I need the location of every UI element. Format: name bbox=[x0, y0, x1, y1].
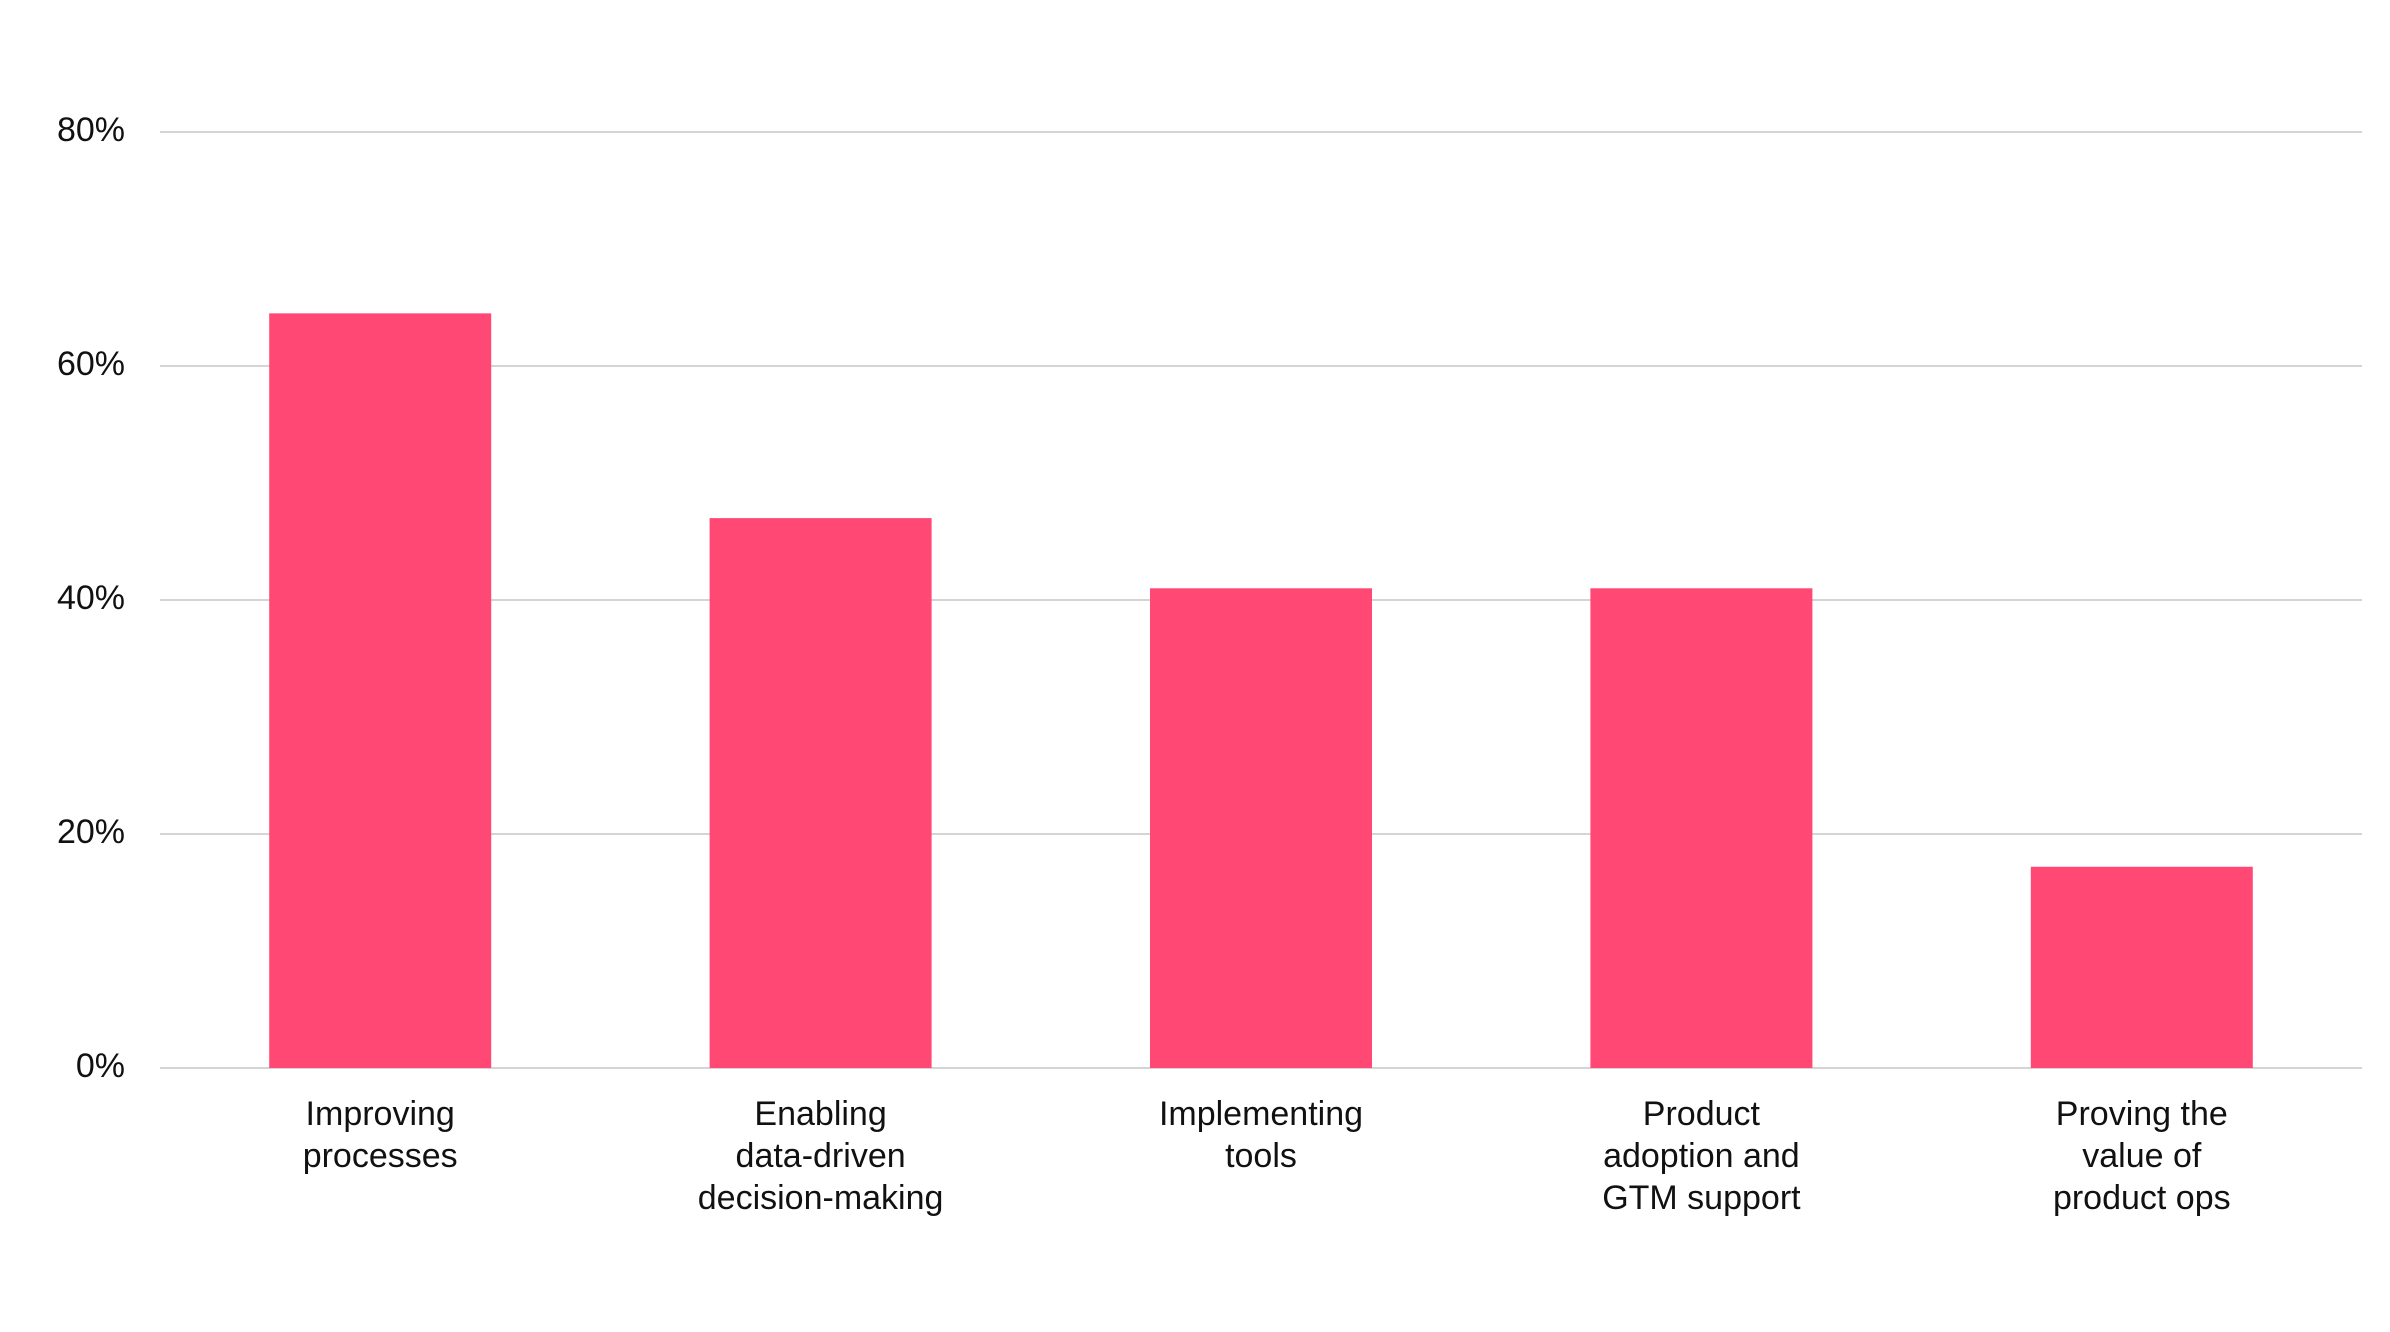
x-category-label: Enabling data-driven decision-making bbox=[698, 1095, 944, 1217]
x-category-label-line: adoption and bbox=[1603, 1137, 1800, 1175]
x-category-label-line: Implementing bbox=[1159, 1095, 1363, 1133]
x-category-label: Product adoption and GTM support bbox=[1602, 1095, 1801, 1217]
bar bbox=[1590, 588, 1813, 1068]
y-tick-label: 80% bbox=[57, 111, 125, 149]
x-category-label-line: product ops bbox=[2053, 1179, 2231, 1217]
x-category-label-line: Enabling bbox=[754, 1095, 886, 1133]
x-category-label-line: processes bbox=[303, 1137, 458, 1175]
y-tick-label: 0% bbox=[76, 1047, 125, 1085]
x-category-label-line: Proving the bbox=[2056, 1095, 2228, 1133]
bar bbox=[2030, 866, 2253, 1068]
bar bbox=[1150, 588, 1372, 1068]
x-category-label-line: decision-making bbox=[698, 1179, 944, 1217]
x-axis-category-labels: Improving processes Enabling data-driven dec… bbox=[303, 1095, 2231, 1217]
x-category-label-line: Improving bbox=[306, 1095, 455, 1133]
y-tick-label: 60% bbox=[57, 345, 125, 383]
x-category-label-line: Product bbox=[1643, 1095, 1761, 1133]
x-category-label: Improving processes bbox=[303, 1095, 458, 1175]
y-tick-label: 20% bbox=[57, 813, 125, 851]
bars bbox=[269, 313, 2253, 1069]
x-category-label-line: tools bbox=[1225, 1137, 1297, 1175]
y-axis-tick-labels: 0% 20% 40% 60% 80% bbox=[57, 111, 125, 1085]
x-category-label: Proving the value of product ops bbox=[2053, 1095, 2231, 1217]
bar bbox=[709, 518, 932, 1068]
x-category-label-line: GTM support bbox=[1602, 1179, 1801, 1217]
y-tick-label: 40% bbox=[57, 579, 125, 617]
x-category-label: Implementing tools bbox=[1159, 1095, 1363, 1175]
bar bbox=[269, 313, 492, 1069]
x-category-label-line: value of bbox=[2082, 1137, 2202, 1175]
x-category-label-line: data-driven bbox=[736, 1137, 906, 1175]
